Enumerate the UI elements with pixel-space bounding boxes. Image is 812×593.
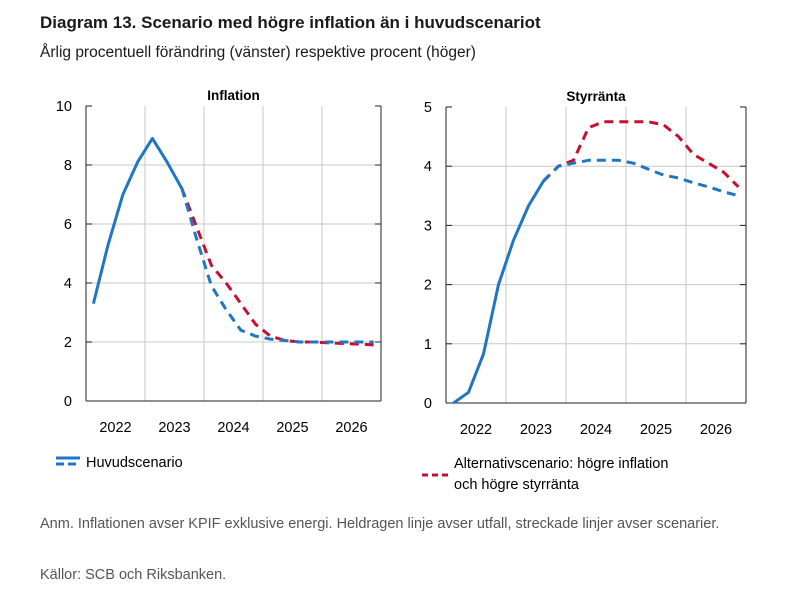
y-tick-label: 1 [424, 337, 432, 353]
y-tick-label: 10 [56, 99, 72, 115]
series-line-utfall [91, 136, 184, 304]
series-line-utfall [452, 180, 545, 405]
series-line-alternativscenario [180, 188, 374, 347]
x-tick-label: 2024 [217, 420, 249, 436]
series-line-alternativscenario [542, 120, 740, 188]
y-tick-label: 6 [64, 217, 72, 233]
series-line-huvudscenario [542, 158, 739, 198]
y-tick-label: 2 [64, 335, 72, 351]
x-tick-label: 2026 [700, 422, 732, 438]
source: Källor: SCB och Riksbanken. [40, 567, 227, 583]
x-tick-label: 2022 [460, 422, 492, 438]
figure-title: Diagram 13. Scenario med högre inflation… [40, 13, 541, 32]
y-tick-label: 3 [424, 218, 432, 234]
chart-title: Inflation [207, 88, 260, 103]
legend-label-alt: och högre styrränta [454, 477, 580, 493]
series-line-huvudscenario [180, 188, 374, 344]
x-tick-label: 2022 [99, 420, 131, 436]
legend-label-main: Huvudscenario [86, 455, 183, 471]
x-tick-label: 2025 [640, 422, 672, 438]
y-tick-label: 8 [64, 158, 72, 174]
figure-subtitle: Årlig procentuell förändring (vänster) r… [40, 44, 476, 61]
chart-title: Styrränta [566, 89, 626, 104]
x-tick-label: 2023 [520, 422, 552, 438]
x-tick-label: 2026 [335, 420, 367, 436]
legend-label-alt: Alternativscenario: högre inflation [454, 456, 668, 472]
note: Anm. Inflationen avser KPIF exklusive en… [40, 516, 720, 532]
y-tick-label: 4 [64, 276, 72, 292]
y-tick-label: 5 [424, 100, 432, 116]
y-tick-label: 2 [424, 278, 432, 294]
y-tick-label: 0 [424, 396, 432, 412]
x-tick-label: 2024 [580, 422, 612, 438]
y-tick-label: 4 [424, 159, 432, 175]
x-tick-label: 2023 [158, 420, 190, 436]
y-tick-label: 0 [64, 394, 72, 410]
x-tick-label: 2025 [276, 420, 308, 436]
